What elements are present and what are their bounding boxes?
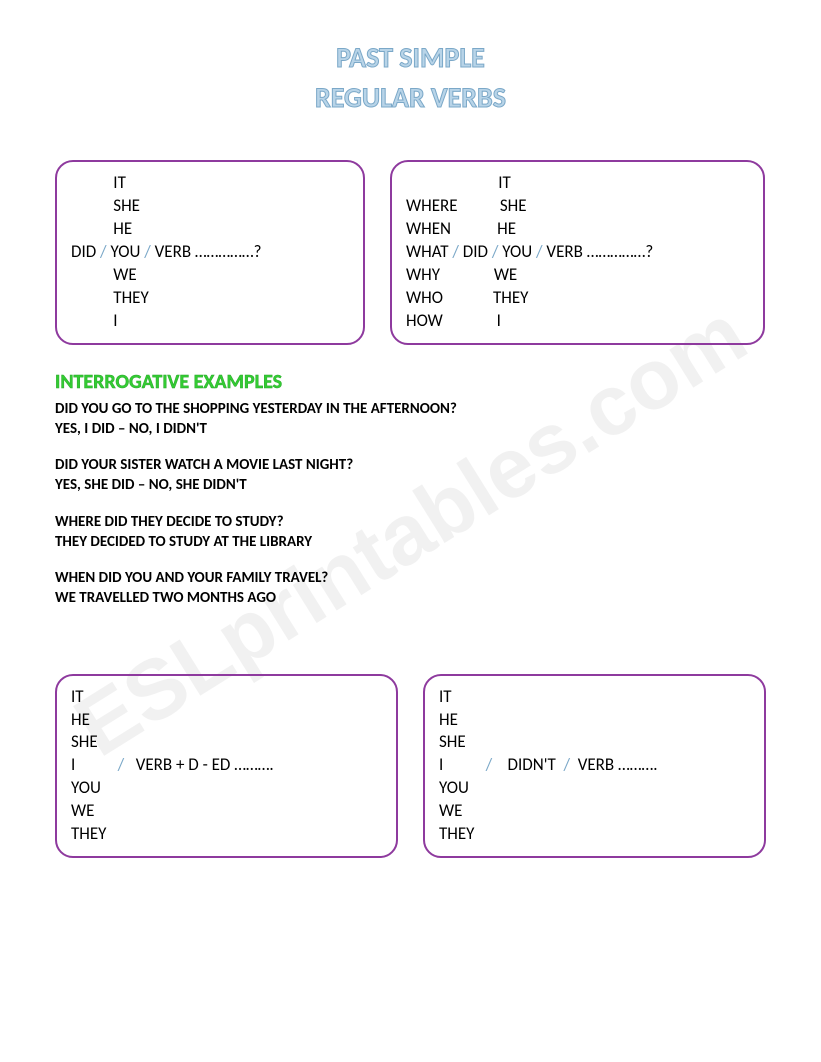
box3-line: WE xyxy=(71,800,382,823)
interrogative-box-simple: IT SHE HE DID / YOU / VERB ……………? WE THE… xyxy=(55,160,365,345)
example-answer: THEY DECIDED TO STUDY AT THE LIBRARY xyxy=(55,532,766,552)
box2-line: WHY WE xyxy=(406,264,749,287)
box3-line: THEY xyxy=(71,823,382,846)
example-answer: YES, SHE DID – NO, SHE DIDN'T xyxy=(55,475,766,495)
top-boxes-row: IT SHE HE DID / YOU / VERB ……………? WE THE… xyxy=(55,160,766,345)
box1-line: DID / YOU / VERB ……………? xyxy=(71,241,349,264)
box4-line: IT xyxy=(439,686,750,709)
box4-line: I / DIDN'T / VERB ………. xyxy=(439,754,750,777)
box3-line: YOU xyxy=(71,777,382,800)
example-question: WHERE DID THEY DECIDE TO STUDY? xyxy=(55,512,766,532)
example-pair: WHERE DID THEY DECIDE TO STUDY? THEY DEC… xyxy=(55,512,766,553)
box2-line: WHO THEY xyxy=(406,287,749,310)
box3-line: HE xyxy=(71,709,382,732)
box2-line: HOW I xyxy=(406,310,749,333)
box1-line: WE xyxy=(71,264,349,287)
negative-box: IT HE SHE I / DIDN'T / VERB ………. YOU WE … xyxy=(423,674,766,859)
box3-line: I / VERB + D - ED ………. xyxy=(71,754,382,777)
box4-line: YOU xyxy=(439,777,750,800)
document-content: PAST SIMPLE REGULAR VERBS IT SHE HE DID … xyxy=(55,40,766,858)
box4-line: HE xyxy=(439,709,750,732)
box2-line: WHEN HE xyxy=(406,218,749,241)
example-pair: DID YOU GO TO THE SHOPPING YESTERDAY IN … xyxy=(55,399,766,440)
box4-line: THEY xyxy=(439,823,750,846)
bottom-boxes-row: IT HE SHE I / VERB + D - ED ………. YOU WE … xyxy=(55,674,766,859)
box2-line: IT xyxy=(406,172,749,195)
box2-line: WHERE SHE xyxy=(406,195,749,218)
box2-line: WHAT / DID / YOU / VERB ……………? xyxy=(406,241,749,264)
example-question: WHEN DID YOU AND YOUR FAMILY TRAVEL? xyxy=(55,568,766,588)
examples-block: DID YOU GO TO THE SHOPPING YESTERDAY IN … xyxy=(55,399,766,609)
example-question: DID YOU GO TO THE SHOPPING YESTERDAY IN … xyxy=(55,399,766,419)
box1-line: THEY xyxy=(71,287,349,310)
example-pair: DID YOUR SISTER WATCH A MOVIE LAST NIGHT… xyxy=(55,455,766,496)
box1-line: I xyxy=(71,310,349,333)
examples-heading: INTERROGATIVE EXAMPLES xyxy=(55,370,766,394)
box3-line: IT xyxy=(71,686,382,709)
box4-line: SHE xyxy=(439,731,750,754)
affirmative-box: IT HE SHE I / VERB + D - ED ………. YOU WE … xyxy=(55,674,398,859)
box4-line: WE xyxy=(439,800,750,823)
example-answer: WE TRAVELLED TWO MONTHS AGO xyxy=(55,588,766,608)
example-answer: YES, I DID – NO, I DIDN'T xyxy=(55,419,766,439)
example-pair: WHEN DID YOU AND YOUR FAMILY TRAVEL? WE … xyxy=(55,568,766,609)
title-line-1: PAST SIMPLE xyxy=(55,40,766,75)
box3-line: SHE xyxy=(71,731,382,754)
interrogative-box-wh: IT WHERE SHE WHEN HE WHAT / DID / YOU / … xyxy=(390,160,765,345)
box1-line: IT xyxy=(71,172,349,195)
example-question: DID YOUR SISTER WATCH A MOVIE LAST NIGHT… xyxy=(55,455,766,475)
box1-line: SHE xyxy=(71,195,349,218)
box1-line: HE xyxy=(71,218,349,241)
title-line-2: REGULAR VERBS xyxy=(55,80,766,115)
